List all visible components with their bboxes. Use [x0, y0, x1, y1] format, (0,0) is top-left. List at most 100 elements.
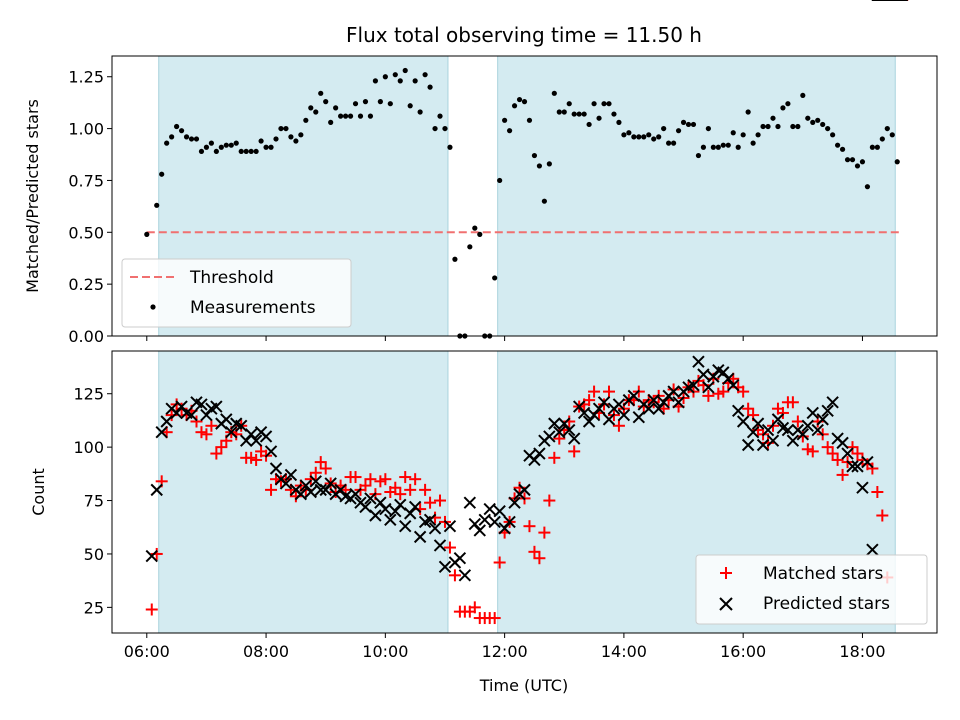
x-tick-label: 06:00 [124, 642, 170, 661]
predicted-star-point [756, 438, 770, 452]
matched-star-point [742, 402, 755, 415]
chart-title: Flux total observing time = 11.50 h [346, 23, 702, 47]
measurement-point [268, 144, 274, 150]
predicted-mark-b [220, 413, 233, 426]
predicted-star-point [458, 569, 472, 582]
predicted-mark-b [841, 447, 854, 460]
predicted-star-point [617, 408, 631, 422]
predicted-mark-b [438, 560, 452, 573]
measurement-point [825, 125, 831, 132]
predicted-star-point [558, 417, 571, 430]
predicted-mark-b [294, 487, 308, 501]
matched-star-point [468, 601, 481, 614]
measurement-point [392, 72, 398, 78]
predicted-mark-b [667, 385, 680, 398]
measurement-point [506, 128, 513, 134]
predicted-star-point [413, 530, 427, 544]
measurement-point [551, 90, 557, 96]
predicted-star-point [403, 507, 417, 520]
ratio-legend-box [121, 258, 352, 328]
measurement-point [586, 121, 592, 128]
measurement-point [526, 117, 533, 123]
predicted-star-point [155, 425, 168, 439]
predicted-mark-b [170, 406, 183, 420]
x-axis-label: Time (UTC) [479, 676, 568, 695]
measurement-point [228, 142, 234, 148]
predicted-mark-b [394, 498, 407, 512]
predicted-star-point [632, 411, 646, 424]
predicted-star-point [836, 436, 849, 450]
matched-star-point [667, 383, 680, 396]
predicted-star-point [771, 413, 785, 426]
measurement-point [750, 140, 756, 146]
y-tick-label: 50 [84, 545, 104, 564]
measurement-point [293, 138, 299, 144]
measurement-point [347, 113, 354, 119]
measurement-point [730, 130, 736, 136]
predicted-star-point [264, 445, 278, 458]
predicted-mark-b [468, 517, 482, 531]
predicted-mark-b [399, 519, 412, 533]
matched-star-point [488, 612, 501, 625]
matched-star-point [647, 396, 660, 409]
measurement-point [203, 144, 210, 150]
predicted-star-point [846, 460, 859, 473]
predicted-star-point [279, 477, 293, 490]
predicted-star-point [259, 430, 273, 443]
count-plot-frame [111, 350, 938, 634]
predicted-star-point [806, 406, 819, 420]
ratio-legend: Threshold Measurements [121, 258, 352, 328]
predicted-mark-b [349, 487, 362, 501]
measurement-point [591, 101, 597, 107]
matched-star-point [210, 447, 223, 460]
threshold-legend-label: Threshold [189, 268, 274, 288]
predicted-star-point [781, 423, 795, 437]
predicted-mark-b [796, 428, 810, 441]
predicted-star-point [145, 549, 158, 563]
measurement-point [502, 117, 508, 123]
predicted-mark-b [249, 434, 263, 447]
predicted-star-point [369, 509, 382, 522]
predicted-mark-b [299, 479, 313, 492]
predicted-star-point [483, 502, 496, 516]
measurement-point [854, 163, 861, 169]
predicted-mark-b [553, 425, 566, 439]
predicted-star-point [717, 366, 730, 379]
measurement-point [511, 103, 518, 109]
measurement-point [894, 159, 900, 165]
predicted-mark-b [741, 438, 755, 452]
count-ticks: 25 50 75 100 125 06:00 08:00 10:00 12:00 14:00 16:… [73, 385, 885, 661]
predicted-mark-b [836, 436, 849, 450]
measurement-point [238, 148, 244, 155]
matched-star-point [265, 483, 278, 496]
measurement-point [193, 136, 200, 142]
predicted-mark-b [602, 413, 616, 426]
measurement-point [278, 125, 284, 132]
predicted-star-point [563, 423, 576, 437]
measurement-point [273, 136, 279, 142]
matched-star-point [538, 526, 551, 539]
predicted-mark-b [160, 415, 173, 428]
matched-star-point [399, 471, 412, 484]
measurement-point [844, 157, 851, 163]
measurement-point [283, 125, 289, 132]
predicted-mark-b [786, 434, 800, 447]
predicted-mark-b [195, 398, 208, 411]
measurement-point [735, 144, 741, 150]
measurement-point [611, 111, 617, 117]
matched-star-point [379, 473, 392, 486]
measurement-point [785, 101, 791, 107]
measurement-point [338, 113, 344, 119]
predicted-star-point [235, 419, 248, 432]
measurement-point [670, 140, 677, 146]
predicted-star-point [309, 475, 322, 488]
measurement-point [631, 134, 637, 140]
matched-star-point [543, 494, 556, 507]
predicted-star-point [503, 515, 516, 529]
predicted-star-point [408, 500, 422, 514]
measurement-point [417, 109, 423, 115]
predicted-mark-b [374, 496, 387, 509]
measurement-point [715, 144, 721, 150]
measurement-point [546, 161, 552, 167]
